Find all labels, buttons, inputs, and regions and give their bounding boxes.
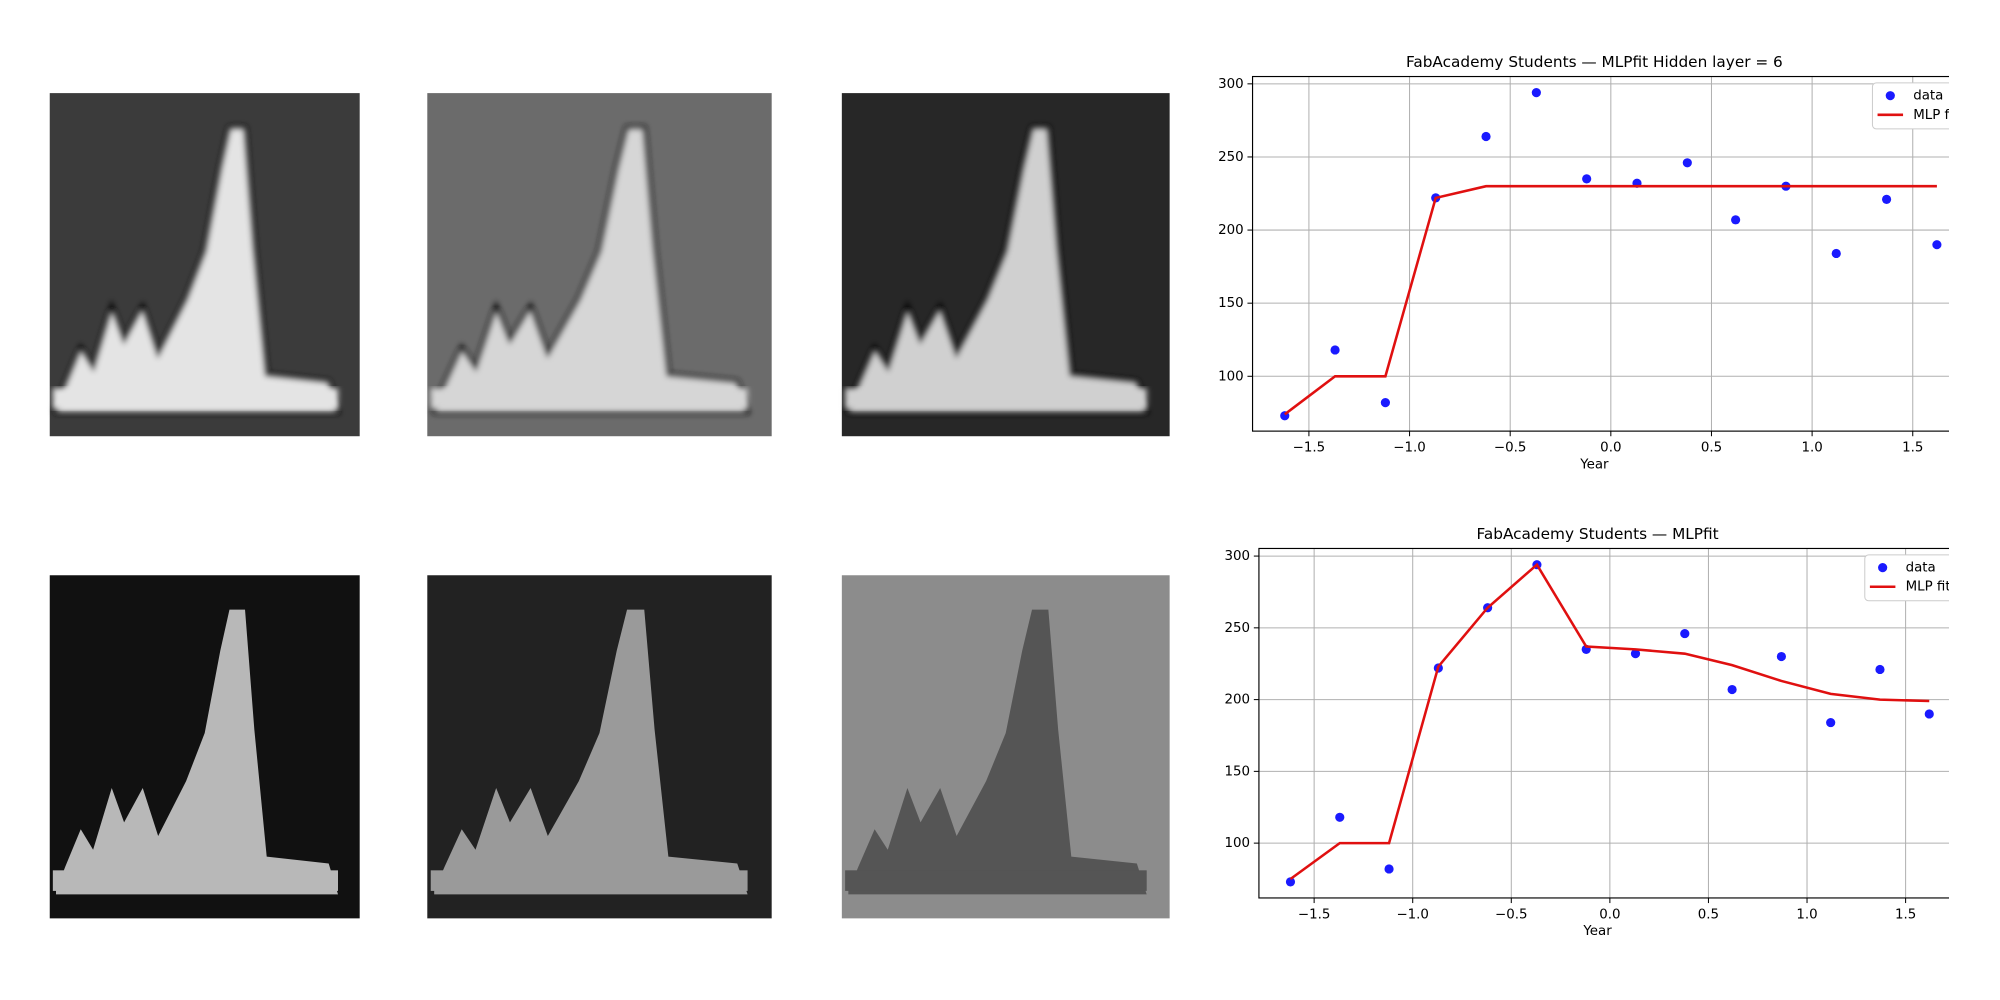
x-tick-label: −1.5 xyxy=(1298,908,1330,923)
legend-label: MLP fit xyxy=(1906,580,1951,595)
plot-frame xyxy=(1258,547,1949,899)
x-axis-label: Year xyxy=(1579,457,1609,472)
feature-map-base xyxy=(52,388,338,409)
x-tick-label: −1.0 xyxy=(1396,908,1428,923)
charts: FabAcademy Students — MLPfit Hidden laye… xyxy=(1218,53,1958,939)
x-tick-label: 1.5 xyxy=(1895,908,1916,923)
feature-map-base xyxy=(845,870,1147,891)
feature-map xyxy=(841,93,1170,437)
data-point xyxy=(1924,709,1934,719)
x-tick-label: 0.0 xyxy=(1599,908,1620,923)
data-point xyxy=(1731,215,1741,225)
plot-frame xyxy=(1251,75,1949,432)
feature-maps xyxy=(49,93,1170,919)
chart-title: FabAcademy Students — MLPfit Hidden laye… xyxy=(1406,53,1783,71)
x-tick-label: 1.0 xyxy=(1801,441,1822,456)
legend-label: data xyxy=(1906,561,1936,576)
feature-map-shape xyxy=(55,609,339,895)
legend-marker xyxy=(1878,563,1888,573)
data-point xyxy=(1881,194,1892,204)
data-point xyxy=(1831,248,1841,259)
data-point xyxy=(1776,651,1786,662)
y-tick-label: 150 xyxy=(1224,764,1250,779)
y-tick-label: 300 xyxy=(1218,77,1244,92)
data-point xyxy=(1630,649,1641,659)
x-tick-label: 0.5 xyxy=(1698,908,1719,923)
x-tick-label: −0.5 xyxy=(1494,441,1526,456)
x-tick-label: 1.0 xyxy=(1796,908,1817,923)
legend-label: MLP fit xyxy=(1913,108,1958,123)
fit-line xyxy=(1289,562,1930,881)
data-point xyxy=(1330,345,1340,355)
data-point xyxy=(1582,174,1592,184)
data-point xyxy=(1826,717,1836,728)
chart-title: FabAcademy Students — MLPfit xyxy=(1476,525,1718,543)
legend-label: data xyxy=(1913,89,1943,104)
y-tick-label: 200 xyxy=(1224,693,1250,708)
feature-map xyxy=(841,575,1170,919)
y-tick-label: 100 xyxy=(1218,369,1244,384)
y-tick-label: 150 xyxy=(1218,296,1244,311)
chart: FabAcademy Students — MLPfit Hidden laye… xyxy=(1218,53,1958,472)
legend-marker xyxy=(1885,91,1895,101)
feature-map-shape xyxy=(434,609,748,895)
feature-map-shape xyxy=(848,609,1147,895)
data-point xyxy=(1335,812,1345,822)
feature-map-base xyxy=(845,388,1147,409)
data-point xyxy=(1384,864,1394,874)
x-tick-label: −1.5 xyxy=(1293,441,1325,456)
x-tick-label: 1.5 xyxy=(1902,441,1923,456)
y-tick-label: 250 xyxy=(1218,150,1244,165)
fit-line xyxy=(1283,184,1937,416)
data-point xyxy=(1380,398,1390,408)
data-point xyxy=(1481,131,1491,142)
feature-map-base xyxy=(430,388,748,409)
chart: FabAcademy Students — MLPfit 100 150 200 250… xyxy=(1224,525,1951,939)
x-tick-label: −1.0 xyxy=(1393,441,1425,456)
data-point xyxy=(1682,158,1692,168)
feature-map-base xyxy=(52,870,338,891)
feature-map-shape xyxy=(54,125,341,415)
feature-map xyxy=(427,93,772,437)
x-tick-label: −0.5 xyxy=(1495,908,1527,923)
feature-map xyxy=(49,93,360,437)
x-axis-label: Year xyxy=(1582,924,1612,939)
data-point xyxy=(1285,877,1296,887)
feature-map xyxy=(49,575,360,919)
y-tick-label: 200 xyxy=(1218,223,1244,238)
feature-map-shape xyxy=(846,125,1150,415)
x-tick-label: 0.0 xyxy=(1600,441,1621,456)
data-point xyxy=(1932,240,1942,250)
feature-map xyxy=(427,575,772,919)
feature-map-base xyxy=(430,870,748,891)
feature-map-shape xyxy=(432,125,751,415)
y-tick-label: 250 xyxy=(1224,621,1250,636)
y-tick-label: 300 xyxy=(1224,549,1250,564)
data-point xyxy=(1727,684,1737,695)
data-point xyxy=(1531,88,1541,98)
data-point xyxy=(1680,628,1690,639)
data-point xyxy=(1875,664,1885,675)
x-tick-label: 0.5 xyxy=(1701,441,1722,456)
y-tick-label: 100 xyxy=(1224,836,1250,851)
